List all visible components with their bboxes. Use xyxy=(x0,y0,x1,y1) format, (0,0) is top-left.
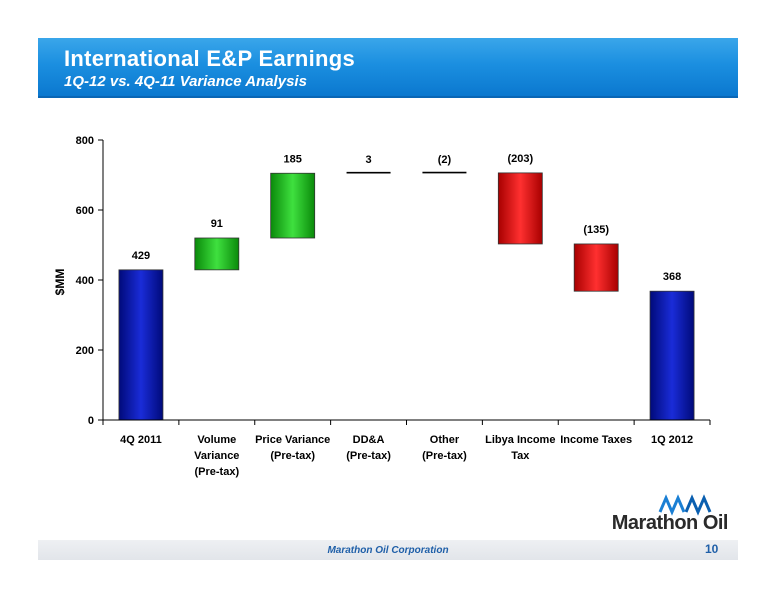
y-tick-label: 800 xyxy=(76,135,94,147)
bar-value-label: 368 xyxy=(663,271,681,283)
waterfall-bar xyxy=(497,172,543,245)
y-tick-label: 0 xyxy=(88,415,94,427)
logo-wave-icon xyxy=(658,494,712,516)
waterfall-bar xyxy=(194,237,240,271)
x-category-label: 1Q 2012 xyxy=(651,434,693,446)
waterfall-bar xyxy=(573,243,619,292)
bar-value-label: 429 xyxy=(132,250,150,262)
footer-company-name: Marathon Oil Corporation xyxy=(327,545,449,556)
x-category-label: 4Q 2011 xyxy=(120,434,162,446)
x-category-label: (Pre-tax) xyxy=(195,466,240,478)
x-category-label: (Pre-tax) xyxy=(270,450,315,462)
waterfall-bar xyxy=(118,269,164,421)
bar-value-label: 185 xyxy=(284,153,302,165)
bar-value-label: (203) xyxy=(507,153,533,165)
x-category-label: Tax xyxy=(511,450,530,462)
title-banner: International E&P Earnings 1Q-12 vs. 4Q-… xyxy=(38,38,738,98)
y-tick-label: 600 xyxy=(76,205,94,217)
x-category-label: DD&A xyxy=(353,434,385,446)
x-category-label: (Pre-tax) xyxy=(422,450,467,462)
waterfall-bar xyxy=(270,172,316,239)
x-category-label: Variance xyxy=(194,450,239,462)
bar-value-label: (2) xyxy=(438,154,452,166)
y-axis-title: $MM xyxy=(53,269,67,296)
y-tick-label: 400 xyxy=(76,275,94,287)
footer-band xyxy=(38,540,738,560)
page-subtitle: 1Q-12 vs. 4Q-11 Variance Analysis xyxy=(64,73,307,90)
bar-value-label: (135) xyxy=(583,224,609,236)
page-number: 10 xyxy=(705,542,719,556)
marathon-oil-logo: Marathon Oil xyxy=(598,494,729,536)
x-category-label: Other xyxy=(430,434,460,446)
x-category-label: Price Variance xyxy=(255,434,330,446)
bar-value-label: 3 xyxy=(366,154,372,166)
bar-value-label: 91 xyxy=(211,218,223,230)
waterfall-bar xyxy=(649,290,695,421)
waterfall-chart: $MM 0 200 400 600 800 429 91 185 3 (2) (203) (135)… xyxy=(53,135,711,478)
logo-text: Marathon Oil xyxy=(611,512,729,534)
x-category-label: (Pre-tax) xyxy=(346,450,391,462)
page-title: International E&P Earnings xyxy=(64,46,356,71)
x-category-label: Libya Income xyxy=(485,434,555,446)
x-category-label: Income Taxes xyxy=(560,434,632,446)
x-category-label: Volume xyxy=(197,434,236,446)
y-tick-label: 200 xyxy=(76,345,94,357)
